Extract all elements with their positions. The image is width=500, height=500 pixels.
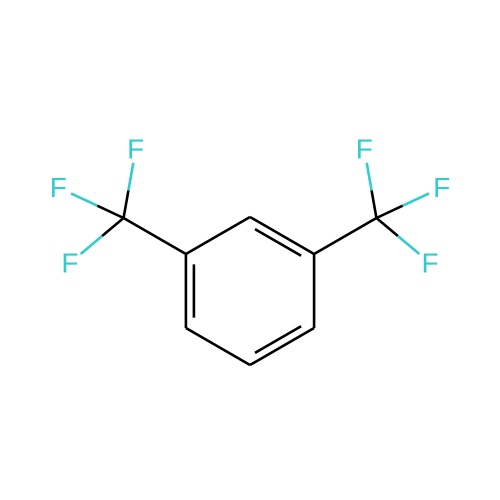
cf-bond [71, 193, 97, 205]
fluorine-label: F [50, 172, 67, 203]
fluorine-label: F [127, 134, 144, 165]
ring-bond [186, 328, 250, 365]
cf-bond [367, 163, 372, 191]
fluorine-label: F [433, 172, 450, 203]
molecule-diagram: F F F F F F [0, 0, 500, 500]
fluorine-label: F [422, 248, 439, 279]
ring-bond [250, 217, 314, 254]
fluorine-label: F [61, 248, 78, 279]
cf-bond [403, 193, 429, 205]
cf-bond [81, 236, 102, 254]
cf-bond [372, 190, 377, 218]
cf-bond [97, 206, 123, 218]
fluorine-label: F [356, 134, 373, 165]
cf-bond [128, 163, 133, 191]
cf-bond [398, 236, 419, 254]
ring-bond [186, 217, 250, 254]
cf-bond [102, 218, 123, 236]
cf-bond [376, 206, 402, 218]
cf-bond [124, 190, 129, 218]
substituent-bond [124, 218, 186, 254]
ring-bond [250, 328, 314, 365]
substituent-bond [314, 218, 376, 254]
cf-bond [376, 218, 397, 236]
